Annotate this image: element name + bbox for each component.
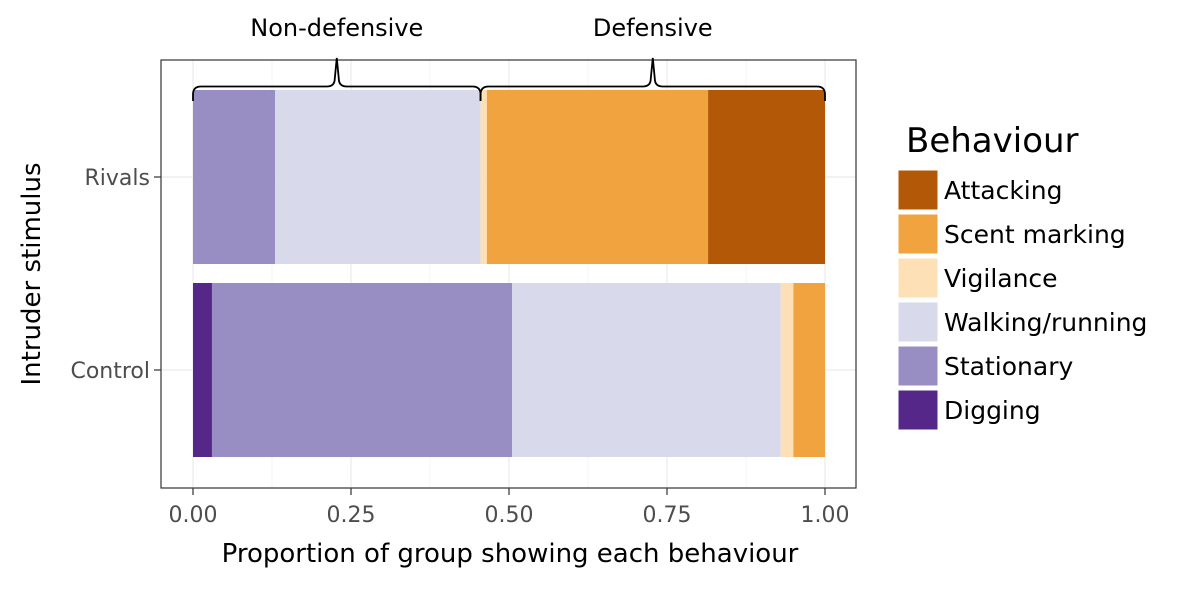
x-tick-label: 0.00 [169, 503, 218, 528]
y-axis-title: Intruder stimulus [17, 163, 47, 386]
bar-segment [486, 90, 709, 264]
group-label: Defensive [593, 14, 713, 42]
x-tick-label: 0.25 [327, 503, 376, 528]
axes: 0.00 0.25 0.50 0.75 1.00 Rivals Control [70, 59, 857, 528]
group-brace [479, 57, 826, 101]
bar-segment [193, 283, 212, 457]
x-tick-label: 1.00 [801, 503, 850, 528]
x-tick-label: 0.50 [485, 503, 534, 528]
legend-swatch [897, 213, 939, 255]
legend-title: Behaviour [906, 121, 1079, 161]
legend-label: Attacking [944, 176, 1062, 205]
bar-segment [708, 90, 825, 264]
legend-swatch [897, 301, 939, 343]
bar-segment [780, 283, 794, 457]
legend-label: Stationary [944, 352, 1073, 381]
x-axis-title: Proportion of group showing each behavio… [222, 539, 799, 569]
y-tick-label: Control [70, 359, 150, 384]
group-annotations: Non-defensive Defensive [192, 14, 826, 101]
bar-segment [480, 90, 487, 264]
bar-segment [793, 283, 825, 457]
legend-swatch [897, 257, 939, 299]
bar-segment [512, 283, 781, 457]
x-tick-label: 0.75 [643, 503, 692, 528]
legend-swatch [897, 389, 939, 431]
group-brace [192, 57, 482, 101]
legend: Attacking Scent marking Vigilance Walking/r… [897, 169, 1147, 431]
legend-label: Vigilance [944, 264, 1058, 293]
legend-label: Digging [944, 396, 1041, 425]
bar-segment [193, 90, 276, 264]
legend-label: Walking/running [944, 308, 1147, 337]
legend-swatch [897, 345, 939, 387]
y-tick-label: Rivals [85, 166, 150, 191]
legend-swatch [897, 169, 939, 211]
bars [193, 90, 825, 457]
bar-segment [211, 283, 513, 457]
legend-label: Scent marking [944, 220, 1126, 249]
bar-segment [275, 90, 481, 264]
group-label: Non-defensive [250, 14, 423, 42]
